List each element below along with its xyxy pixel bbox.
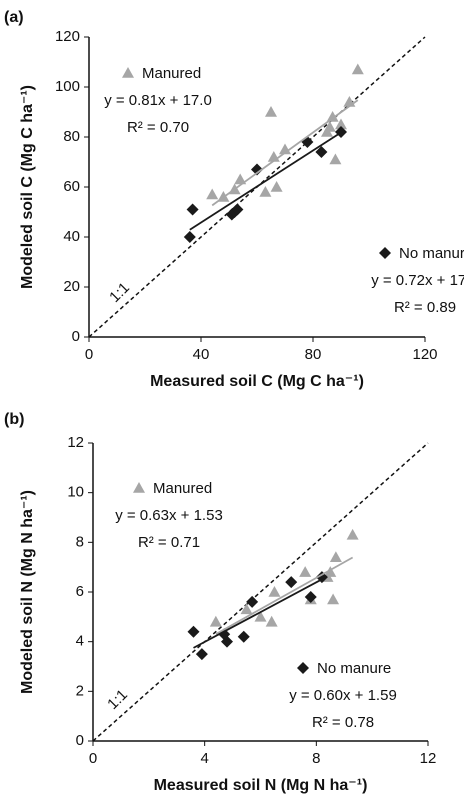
x-axis-title: Measured soil N (Mg N ha⁻¹) [154, 777, 368, 794]
identity-label: 1:1 [106, 279, 133, 306]
y-axis-title: Modeled soil C (Mg C ha⁻¹) [19, 85, 36, 289]
y-tick-label: 10 [67, 484, 84, 501]
y-tick-label: 0 [72, 328, 80, 345]
equation: y = 0.60x + 1.59 [289, 687, 397, 704]
diamond-marker [183, 231, 196, 243]
triangle-marker [268, 586, 281, 597]
legend-label: Manured [153, 480, 212, 497]
panel-label: (b) [4, 411, 24, 428]
y-tick-label: 4 [76, 633, 84, 650]
triangle-marker [324, 566, 337, 577]
equation: y = 0.63x + 1.53 [115, 507, 223, 524]
x-tick-label: 40 [193, 346, 210, 363]
legend-label: No manure [399, 245, 464, 262]
triangle-marker [346, 528, 359, 540]
fit-line [211, 99, 359, 207]
legend-label: Manured [142, 65, 201, 82]
fit-line [193, 578, 323, 649]
x-tick-label: 12 [420, 750, 437, 767]
y-tick-label: 40 [63, 228, 80, 245]
panel-label: (a) [4, 9, 24, 26]
x-axis-title: Measured soil C (Mg C ha⁻¹) [150, 373, 364, 390]
legend-marker [133, 482, 145, 493]
r-squared: R² = 0.71 [138, 534, 200, 551]
identity-label: 1:1 [104, 686, 131, 713]
triangle-marker [259, 186, 272, 197]
x-tick-label: 0 [85, 346, 93, 363]
diamond-marker [187, 625, 200, 638]
y-tick-label: 6 [76, 583, 84, 600]
equation: y = 0.81x + 17.0 [104, 92, 212, 109]
triangle-marker [209, 615, 222, 627]
triangle-marker [329, 153, 342, 165]
y-tick-label: 100 [55, 78, 80, 95]
equation: y = 0.72x + 17.0 [371, 272, 464, 289]
triangle-marker [265, 615, 278, 627]
x-tick-label: 80 [305, 346, 322, 363]
triangle-marker [323, 121, 336, 132]
triangle-marker [329, 551, 342, 563]
diamond-marker [285, 576, 298, 589]
y-tick-label: 8 [76, 533, 84, 550]
diamond-marker [231, 203, 244, 216]
r-squared: R² = 0.70 [127, 119, 189, 136]
r-squared: R² = 0.78 [312, 714, 374, 731]
y-tick-label: 12 [67, 434, 84, 451]
triangle-marker [299, 566, 312, 577]
diamond-marker [304, 590, 317, 603]
diamond-marker [251, 163, 263, 176]
triangle-marker [326, 111, 339, 122]
y-tick-label: 2 [76, 682, 84, 699]
triangle-marker [254, 610, 267, 622]
identity-line [92, 442, 429, 742]
diamond-marker [237, 630, 250, 643]
diamond-marker [301, 136, 314, 148]
x-tick-label: 4 [200, 750, 208, 767]
y-tick-label: 120 [55, 28, 80, 45]
triangle-marker [240, 603, 253, 615]
y-axis-title: Modeled soil N (Mg N ha⁻¹) [19, 490, 36, 694]
y-tick-label: 60 [63, 178, 80, 195]
legend-label: No manure [317, 660, 391, 677]
triangle-marker [335, 118, 347, 130]
legend-marker [379, 247, 391, 259]
x-tick-label: 8 [312, 750, 320, 767]
diamond-marker [221, 635, 233, 648]
x-tick-label: 0 [89, 750, 97, 767]
fit-line [189, 131, 342, 231]
x-tick-label: 120 [412, 346, 437, 363]
triangle-marker [206, 188, 219, 200]
triangle-marker [265, 106, 277, 117]
triangle-marker [270, 181, 283, 192]
r-squared: R² = 0.89 [394, 299, 456, 316]
diamond-marker [195, 648, 208, 661]
legend-marker [297, 662, 309, 674]
diamond-marker [246, 595, 259, 608]
triangle-marker [234, 173, 247, 185]
legend-marker [122, 67, 134, 78]
triangle-marker [351, 63, 364, 75]
y-tick-label: 80 [63, 128, 80, 145]
y-tick-label: 0 [76, 732, 84, 749]
triangle-marker [327, 593, 340, 605]
diamond-marker [186, 203, 199, 216]
diamond-marker [315, 146, 328, 158]
fit-line [215, 556, 354, 635]
y-tick-label: 20 [63, 278, 80, 295]
